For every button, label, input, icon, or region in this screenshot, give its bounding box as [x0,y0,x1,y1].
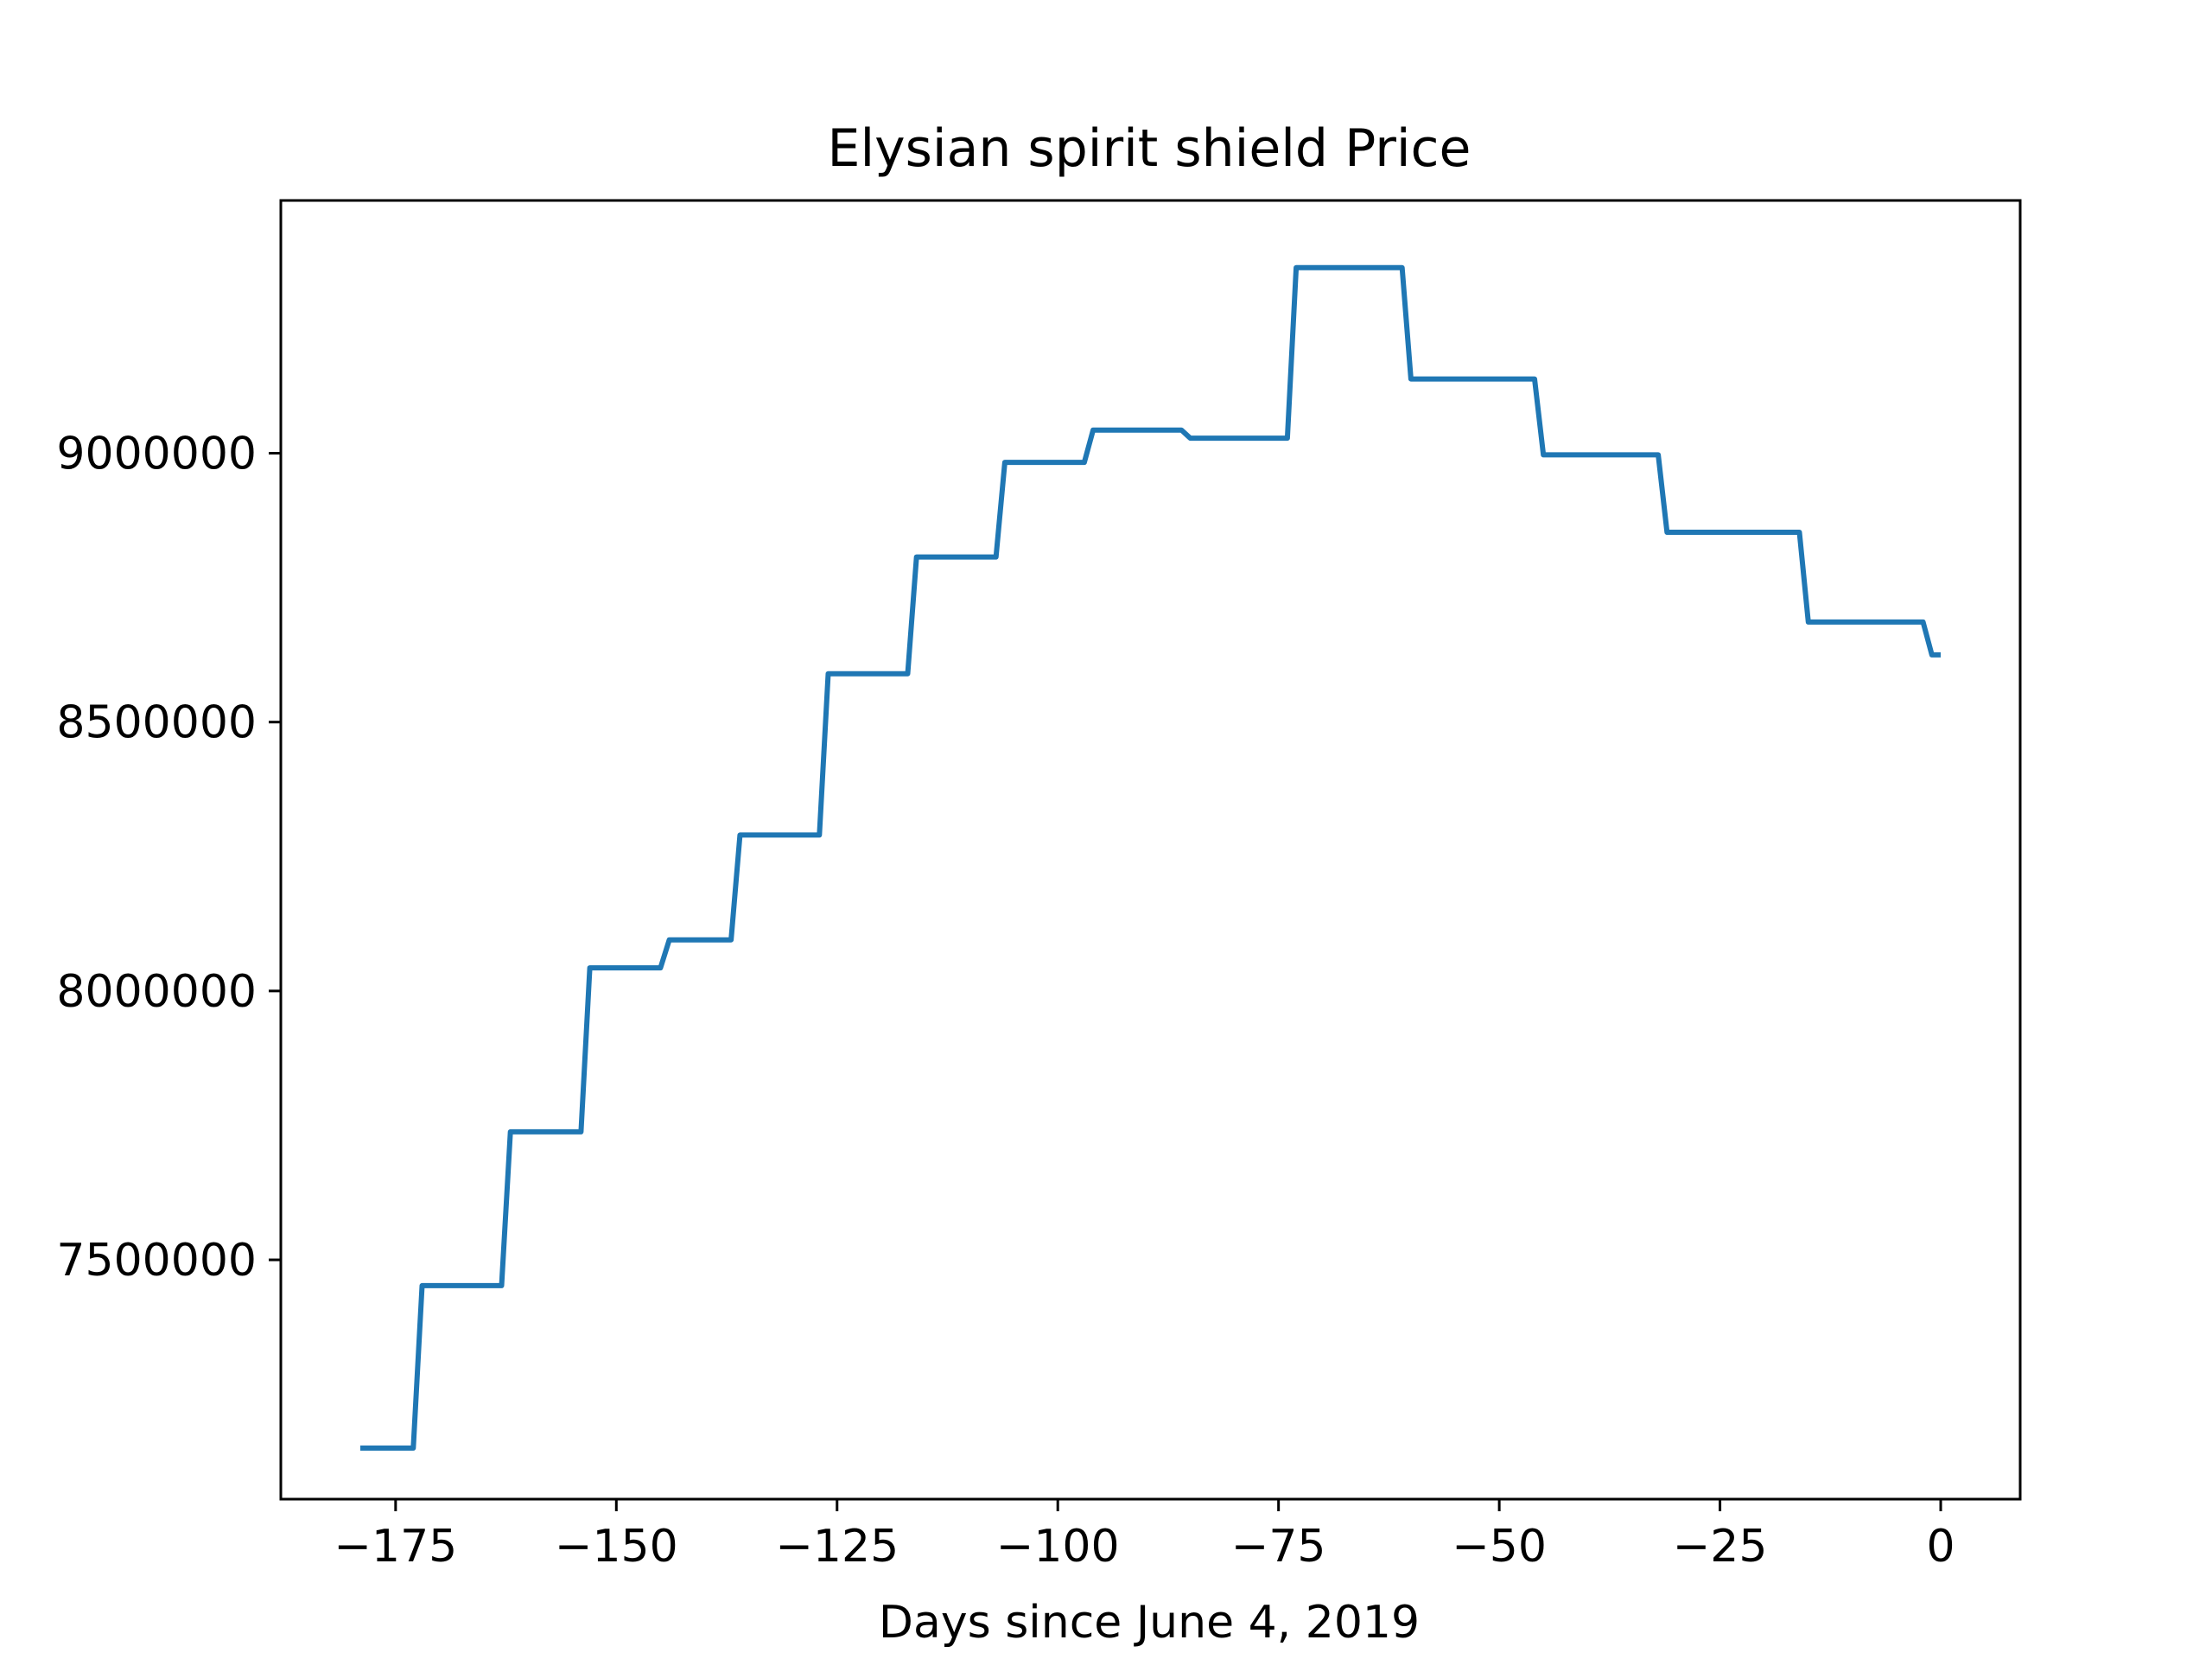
x-tick-label: −75 [1231,1521,1326,1573]
axes-frame [279,199,2022,1501]
chart-title: Elysian spirit shield Price [828,118,1471,179]
x-tick-label: −125 [775,1521,899,1573]
plot-area: −175 −150 −125 −100 −75 −50 −25 0 7500000 8000000… [56,199,2022,1573]
y-tick-label: 9000000 [56,429,257,480]
x-tick-label: −150 [555,1521,678,1573]
y-tick-label: 8000000 [56,966,257,1018]
y-tick-label: 7500000 [56,1235,257,1287]
series-line-0 [360,264,1941,1451]
x-axis-label: Days since June 4, 2019 [879,1597,1420,1649]
x-tick-label: −175 [334,1521,457,1573]
x-tick-label: −25 [1673,1521,1768,1573]
x-tick-label: −50 [1452,1521,1547,1573]
y-tick-label: 8500000 [56,697,257,749]
x-tick-label: 0 [1926,1521,1955,1573]
x-tick-label: −100 [996,1521,1120,1573]
